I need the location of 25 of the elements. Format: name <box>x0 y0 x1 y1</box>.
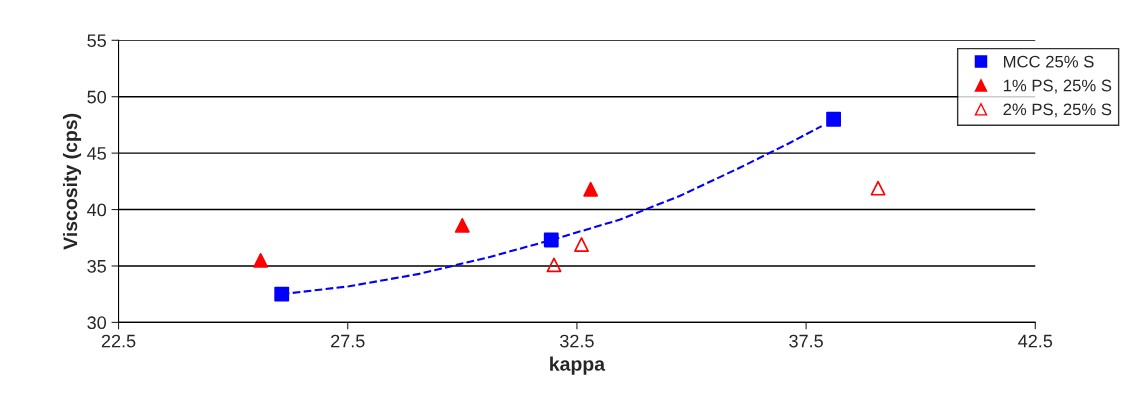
y-tick-label: 50 <box>87 90 107 104</box>
x-tick-label: 32.5 <box>560 334 594 348</box>
point <box>870 180 886 196</box>
point <box>454 217 470 233</box>
y-axis-title: Viscosity (cps) <box>62 113 82 250</box>
y-tick-label: 30 <box>87 316 107 330</box>
legend-label: 2% PS, 25% S <box>1003 103 1112 118</box>
x-tick-label: 37.5 <box>789 334 823 348</box>
x-tick-label: 22.5 <box>101 334 136 348</box>
point <box>274 286 290 302</box>
x-axis-title: kappa <box>550 356 606 375</box>
y-tick-label: 45 <box>87 147 106 160</box>
legend-label: MCC 25% S <box>1004 55 1094 68</box>
point <box>543 232 559 248</box>
x-tick-label: 42.5 <box>1018 334 1053 348</box>
point <box>546 257 562 273</box>
point <box>826 111 842 127</box>
point <box>253 252 269 268</box>
y-tick-label: 40 <box>87 203 107 217</box>
point <box>583 181 599 197</box>
y-tick-label: 35 <box>87 259 106 273</box>
point <box>574 237 589 252</box>
x-tick-label: 27.5 <box>331 334 365 348</box>
y-tick-label: 55 <box>87 34 106 48</box>
legend-label: 1% PS, 25% S <box>1003 79 1112 94</box>
